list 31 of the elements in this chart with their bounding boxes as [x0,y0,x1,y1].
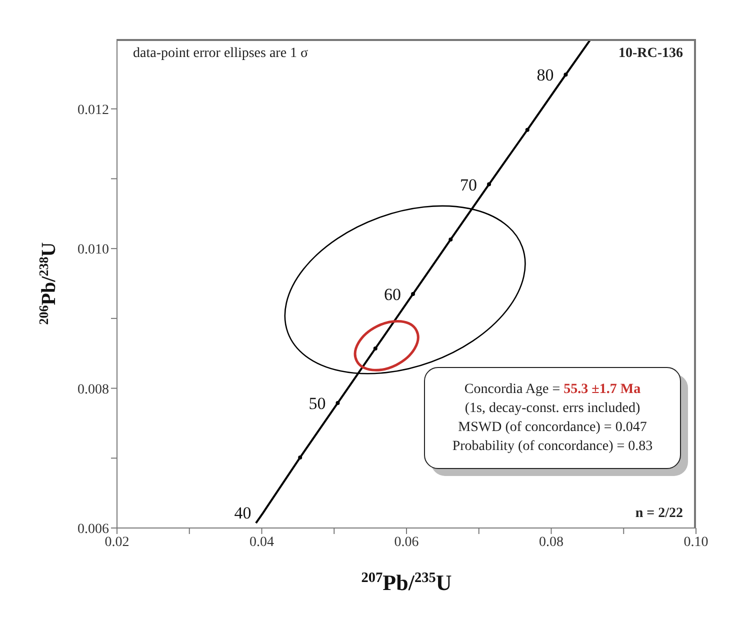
point [373,346,378,350]
annotation: data-point error ellipses are 1 σ [133,46,308,62]
x-axis-title: $^{207}$Pb/$^{235}$U [361,570,452,595]
annotation: n = 2/22 [635,506,683,522]
point [487,182,492,186]
point [525,128,530,132]
x-tick-label: 0.08 [539,534,564,550]
point [411,292,416,296]
point [448,237,453,242]
x-tick-label: 0.04 [250,534,274,550]
annotation: 70 [460,175,478,194]
annotation: Probability (of concordance) = 0.83 [451,438,654,456]
point [336,400,340,405]
annotation: 60 [384,285,402,304]
y-tick-label: 0.008 [78,382,109,398]
y-tick-label: 0.006 [78,522,109,537]
annotation: (1s, decay-const. errs included) [464,400,642,418]
annotation: 55.3 ±1.7 Ma [564,382,641,397]
y-tick-label: 0.010 [78,242,109,258]
annotation: 10-RC-136 [618,46,683,62]
annotation: 50 [308,394,326,413]
annotation: Concordia Age = [464,382,560,397]
point [564,72,568,77]
annotation: 80 [536,66,554,85]
x-tick-label: 0.02 [104,534,130,550]
annotation: 40 [234,504,252,523]
point [298,455,302,460]
x-tick-label: 0.10 [684,534,708,550]
y-tick-label: 0.012 [78,102,109,118]
annotation: MSWD (of concordance) = 0.047 [457,419,648,437]
x-tick-label: 0.06 [394,534,419,550]
